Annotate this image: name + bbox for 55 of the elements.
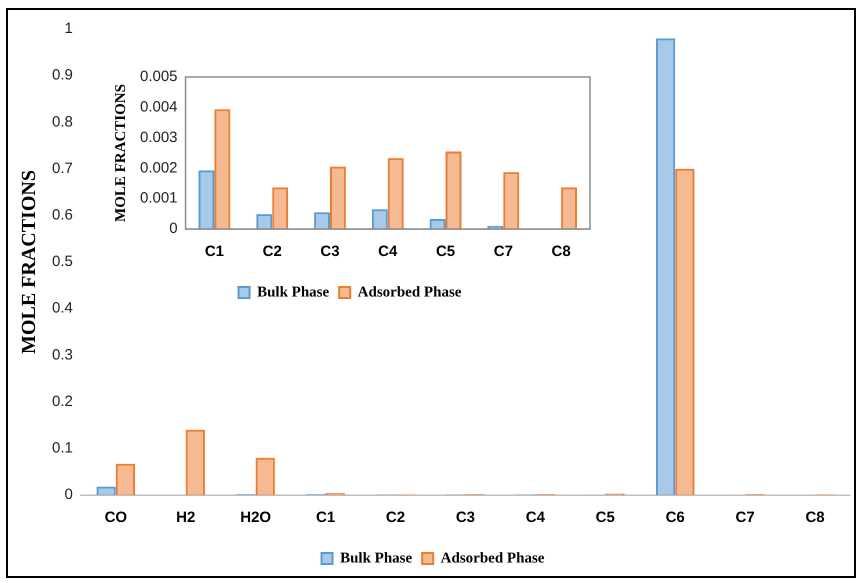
x-tick-label: C3: [320, 243, 340, 260]
x-tick-label: C3: [456, 509, 476, 526]
bar: [561, 187, 577, 229]
x-tick-label: C6: [666, 509, 685, 526]
bar: [116, 464, 136, 495]
legend-label: Adsorbed Phase: [440, 550, 545, 566]
bar: [198, 170, 214, 229]
y-tick-label: 0.003: [140, 128, 178, 146]
y-tick-label: 0.6: [52, 206, 73, 224]
bar: [214, 109, 230, 229]
bar: [388, 158, 404, 229]
x-tick-label: C4: [526, 509, 546, 526]
x-tick-label: C2: [262, 243, 282, 260]
y-tick-label: 0.2: [52, 392, 73, 410]
y-axis-title: MOLE FRACTIONS: [18, 170, 40, 354]
bar: [256, 458, 275, 495]
x-tick-label: C8: [805, 509, 825, 526]
x-tick-label: C8: [552, 243, 571, 260]
y-tick-label: 0: [64, 486, 73, 504]
x-tick-label: C4: [378, 243, 398, 260]
legend-label: Bulk Phase: [257, 284, 330, 300]
y-tick-label: 0.4: [52, 300, 73, 317]
x-tick-label: C7: [736, 509, 755, 526]
x-tick-label: H2: [176, 509, 196, 526]
y-tick-label: 0.004: [140, 98, 178, 116]
bar: [186, 430, 205, 495]
bar: [446, 151, 462, 229]
x-tick-label: C2: [386, 509, 406, 526]
y-tick-label: 1: [64, 20, 73, 38]
y-tick-label: 0.1: [52, 440, 73, 457]
y-tick-label: 0.3: [52, 346, 73, 364]
x-tick-label: C1: [316, 509, 336, 526]
y-tick-label: 0.9: [52, 66, 73, 84]
y-axis-title: MOLE FRACTIONS: [112, 84, 129, 222]
y-tick-label: 0.001: [140, 190, 178, 207]
bar: [656, 38, 676, 495]
bar: [675, 168, 694, 495]
y-tick-label: 0.005: [140, 68, 178, 86]
x-tick-label: C7: [494, 243, 513, 260]
bar: [503, 172, 520, 229]
legend-label: Bulk Phase: [340, 550, 413, 566]
y-tick-label: 0.5: [52, 253, 73, 270]
bar: [272, 187, 288, 229]
y-tick-label: 0: [169, 220, 178, 238]
x-tick-label: H2O: [240, 509, 272, 526]
y-tick-label: 0.8: [52, 113, 73, 130]
y-tick-label: 0.002: [140, 159, 178, 176]
x-tick-label: C1: [204, 243, 224, 260]
bar: [96, 486, 116, 495]
bar: [330, 166, 346, 229]
y-tick-label: 0.7: [52, 160, 73, 177]
x-tick-label: C5: [596, 509, 615, 526]
x-tick-label: CO: [104, 509, 128, 526]
x-tick-label: C5: [436, 243, 456, 260]
legend-label: Adsorbed Phase: [358, 284, 462, 300]
